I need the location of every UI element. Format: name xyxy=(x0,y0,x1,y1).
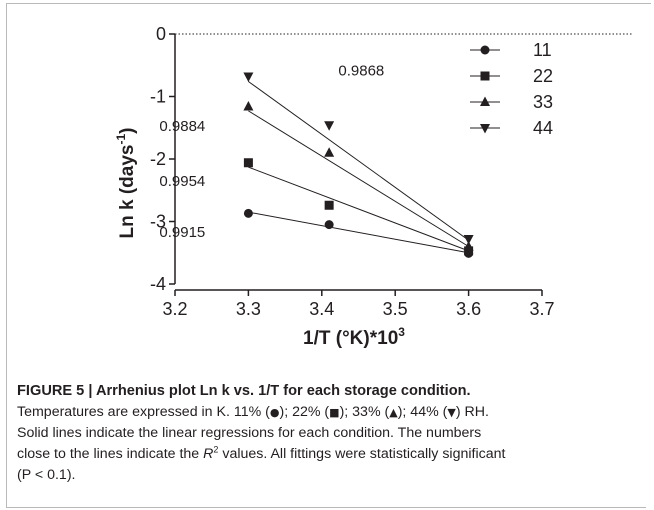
x-axis-title-text: 1/T (°K)*10 xyxy=(303,328,398,349)
caption-text: ); 44% ( xyxy=(397,404,448,420)
legend-label-44: 44 xyxy=(533,118,553,138)
caption-title: FIGURE 5 | Arrhenius plot Ln k vs. 1/T f… xyxy=(17,383,471,399)
x-tick-label: 3.7 xyxy=(529,299,554,319)
data-point-22 xyxy=(324,200,334,210)
caption-text: ); 22% ( xyxy=(279,404,330,420)
data-point-33 xyxy=(243,101,254,111)
regression-lines xyxy=(248,81,469,254)
r-superscript: 2 xyxy=(213,444,219,455)
chart-legend: 11 22 33 44 xyxy=(470,40,553,138)
legend-label-22: 22 xyxy=(533,66,553,86)
circle-symbol: ● xyxy=(269,406,280,419)
x-tick-label: 3.3 xyxy=(236,299,261,319)
regression-line-44 xyxy=(248,81,469,241)
figure-frame-bottom-border xyxy=(6,507,646,508)
x-tick-label: 3.2 xyxy=(162,299,187,319)
y-tick-label: -1 xyxy=(150,87,166,107)
square-symbol: ■ xyxy=(329,406,340,419)
legend-marker-44 xyxy=(480,124,490,134)
regression-line-11 xyxy=(248,211,469,254)
r-squared-label-11: 0.9915 xyxy=(159,224,205,241)
data-point-11 xyxy=(324,220,334,230)
y-tick-label: -4 xyxy=(150,274,166,294)
regression-line-33 xyxy=(248,110,469,247)
caption-line-2: Solid lines indicate the linear regressi… xyxy=(17,425,482,441)
legend-marker-33 xyxy=(480,96,490,106)
figure-caption: FIGURE 5 | Arrhenius plot Ln k vs. 1/T f… xyxy=(17,381,645,486)
caption-text: close to the lines indicate the xyxy=(17,446,204,462)
y-axis-title-text: Ln k (days xyxy=(117,145,138,239)
regression-line-22 xyxy=(248,166,469,252)
r-squared-label-44: 0.9868 xyxy=(338,63,384,80)
data-point-33 xyxy=(324,147,335,157)
data-point-44 xyxy=(324,121,335,131)
x-tick-label: 3.4 xyxy=(309,299,334,319)
caption-text: ); 33% ( xyxy=(339,404,390,420)
y-tick-label: 0 xyxy=(156,24,166,44)
figure-frame-top-border xyxy=(6,3,651,4)
data-point-33 xyxy=(463,241,474,251)
x-axis-title: 1/T (°K)*103 xyxy=(303,325,405,349)
figure-frame-left-border xyxy=(6,3,7,507)
r-squared-labels: 0.9915 0.9954 0.9884 0.9868 xyxy=(159,63,384,242)
y-axis-title-close: ) xyxy=(117,128,138,134)
caption-text: ) RH. xyxy=(455,404,489,420)
legend-marker-11 xyxy=(480,45,490,55)
x-tick-label: 3.6 xyxy=(456,299,481,319)
r-squared-label-22: 0.9954 xyxy=(159,173,205,190)
legend-marker-22 xyxy=(480,71,490,81)
data-point-44 xyxy=(463,235,474,245)
data-point-22 xyxy=(243,158,253,168)
legend-label-11: 11 xyxy=(533,40,552,60)
y-tick-label: -3 xyxy=(150,212,166,232)
arrhenius-chart: 0 -1 -2 -3 -4 3.2 3.3 3.4 3.5 3.6 3.7 0.9915 0.9954… xyxy=(114,24,633,349)
caption-text: values. All fittings were statistically … xyxy=(218,446,506,462)
x-axis-title-sup: 3 xyxy=(398,325,405,339)
triangle-up-symbol: ▲ xyxy=(389,406,398,419)
data-point-44 xyxy=(243,72,254,82)
r-squared-label-33: 0.9884 xyxy=(159,118,205,135)
caption-line-4: (P < 0.1). xyxy=(17,467,76,483)
x-tick-label: 3.5 xyxy=(383,299,408,319)
caption-text: Temperatures are expressed in K. 11% ( xyxy=(17,404,270,420)
y-tick-label: -2 xyxy=(150,149,166,169)
legend-label-33: 33 xyxy=(533,92,553,112)
data-point-11 xyxy=(243,208,253,218)
caption-line-1: Temperatures are expressed in K. 11% (●)… xyxy=(17,402,645,423)
caption-line-3: close to the lines indicate the R2 value… xyxy=(17,444,645,465)
y-axis-title: Ln k (days-1) xyxy=(114,128,138,239)
chart-axes: 0 -1 -2 -3 -4 3.2 3.3 3.4 3.5 3.6 3.7 xyxy=(150,24,633,319)
r-letter: R xyxy=(203,446,214,462)
data-point-22 xyxy=(464,246,474,256)
y-axis-title-sup: -1 xyxy=(114,134,128,145)
triangle-down-symbol: ▼ xyxy=(447,406,456,419)
data-points xyxy=(243,72,474,258)
